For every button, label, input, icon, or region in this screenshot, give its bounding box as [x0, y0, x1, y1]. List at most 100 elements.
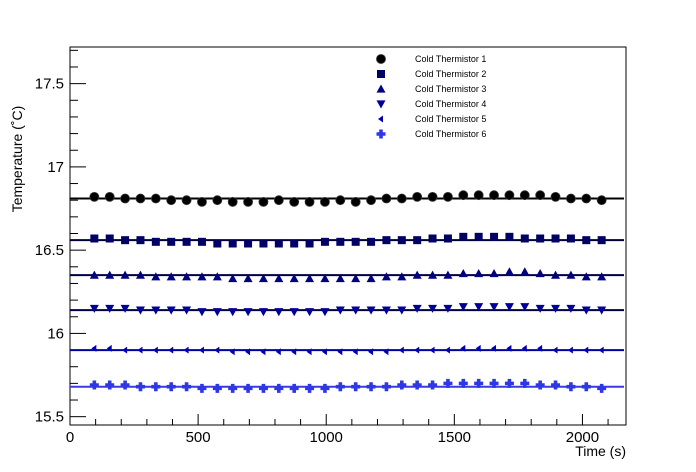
data-point-series-6	[504, 378, 514, 388]
data-point-series-5	[460, 344, 466, 352]
data-point-series-3	[243, 273, 253, 283]
data-point-series-6	[597, 383, 607, 393]
data-point-series-2	[244, 239, 253, 248]
data-point-series-3	[320, 273, 330, 283]
data-point-series-3	[89, 270, 99, 279]
data-point-series-5	[491, 344, 497, 352]
data-point-series-1	[104, 191, 115, 202]
legend-label-5: Cold Thermistor 5	[415, 114, 486, 124]
data-point-series-4	[504, 303, 514, 312]
axis-ticks	[69, 49, 609, 425]
data-point-series-1	[596, 195, 607, 206]
legend-marker-2	[377, 70, 385, 78]
data-point-series-5	[198, 346, 204, 354]
data-point-series-6	[320, 383, 330, 393]
y-tick-labels: 15.5 16 16.5 17 17.5	[35, 76, 64, 426]
data-point-series-5	[537, 344, 543, 352]
data-point-series-2	[213, 239, 222, 248]
data-point-series-4	[351, 306, 361, 315]
data-point-series-1	[335, 195, 346, 206]
data-point-series-2	[167, 237, 176, 246]
data-point-series-6	[474, 378, 484, 388]
data-point-series-6	[397, 380, 407, 390]
data-point-series-6	[105, 380, 115, 390]
data-point-series-6	[212, 383, 222, 393]
x-tick-label: 500	[186, 429, 211, 446]
data-point-series-1	[289, 196, 300, 207]
data-point-series-4	[581, 306, 591, 315]
data-point-series-6	[258, 383, 268, 393]
data-point-series-2	[536, 234, 545, 243]
data-point-series-4	[474, 303, 484, 312]
data-point-series-3	[381, 272, 391, 281]
data-point-series-1	[273, 195, 284, 206]
data-point-series-2	[490, 232, 499, 241]
data-point-series-3	[258, 273, 268, 283]
data-point-series-3	[228, 273, 238, 283]
data-point-series-6	[305, 383, 315, 393]
data-point-series-6	[566, 382, 576, 392]
data-point-series-5	[583, 346, 589, 354]
data-point-series-5	[429, 346, 435, 354]
data-point-series-5	[122, 346, 128, 354]
data-point-series-5	[229, 348, 235, 356]
data-point-series-4	[366, 306, 376, 315]
data-point-series-6	[520, 378, 530, 388]
data-point-series-6	[243, 383, 253, 393]
legend-label-3: Cold Thermistor 3	[415, 84, 486, 94]
data-point-series-2	[105, 234, 114, 243]
data-point-series-6	[458, 378, 468, 388]
data-point-series-1	[473, 190, 484, 201]
data-point-series-6	[428, 380, 438, 390]
data-point-series-6	[289, 383, 299, 393]
data-point-series-3	[397, 272, 407, 281]
data-point-series-4	[274, 308, 284, 317]
legend-label-6: Cold Thermistor 6	[415, 129, 486, 139]
y-tick-label: 15.5	[35, 409, 64, 426]
data-point-series-2	[520, 234, 529, 243]
data-point-series-1	[243, 196, 253, 207]
data-point-series-1	[535, 190, 546, 201]
data-point-series-4	[289, 308, 299, 317]
data-point-series-6	[381, 382, 391, 392]
legend-marker-6	[376, 129, 386, 139]
data-point-series-4	[335, 306, 345, 315]
x-tick-label: 0	[66, 429, 74, 446]
data-point-series-4	[535, 304, 545, 313]
data-point-series-5	[260, 348, 266, 356]
data-point-series-3	[366, 273, 376, 283]
data-point-series-5	[275, 348, 281, 356]
legend-marker-5	[378, 115, 383, 123]
data-point-series-5	[444, 346, 450, 354]
data-point-series-5	[398, 346, 404, 354]
data-point-series-2	[443, 234, 452, 243]
data-point-series-3	[212, 272, 222, 281]
data-point-series-5	[506, 344, 512, 352]
data-point-series-2	[228, 239, 237, 248]
data-point-series-2	[428, 234, 437, 243]
y-axis-title: Temperature (˚C)	[9, 106, 25, 213]
data-point-series-5	[383, 348, 389, 356]
data-point-series-2	[274, 239, 283, 248]
data-point-series-5	[321, 348, 327, 356]
data-point-series-4	[166, 306, 176, 315]
data-point-series-4	[197, 308, 207, 317]
data-point-series-5	[352, 348, 358, 356]
data-point-series-2	[90, 234, 99, 243]
data-point-series-5	[368, 348, 374, 356]
data-point-series-2	[197, 237, 206, 246]
data-point-series-5	[552, 346, 558, 354]
x-axis-title: Time (s)	[575, 443, 626, 459]
fit-lines	[70, 197, 624, 388]
legend-label-1: Cold Thermistor 1	[415, 54, 486, 64]
data-point-series-5	[521, 344, 527, 352]
data-point-series-3	[535, 268, 545, 278]
data-point-series-4	[228, 308, 238, 317]
data-point-series-4	[258, 308, 268, 317]
data-point-series-1	[458, 190, 469, 201]
data-point-series-2	[182, 237, 191, 246]
data-point-series-6	[151, 382, 161, 392]
y-tick-label: 16.5	[35, 242, 64, 259]
data-point-series-3	[351, 273, 361, 283]
data-point-series-4	[566, 304, 576, 313]
